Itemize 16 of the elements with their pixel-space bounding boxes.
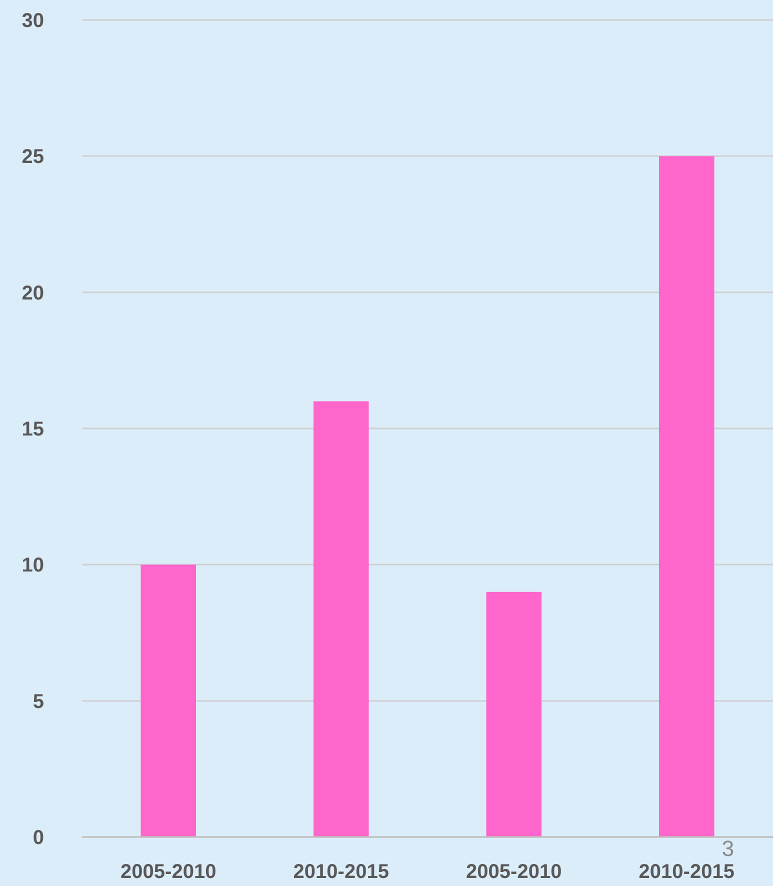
y-tick-label: 10 — [22, 554, 44, 577]
y-tick-label: 25 — [22, 146, 44, 168]
bar — [486, 592, 542, 837]
y-tick-label: 0 — [32, 827, 44, 849]
y-tick-label: 20 — [22, 282, 44, 304]
x-tick-label: 2005-2010 — [466, 861, 562, 883]
x-tick-label: 2010-2015 — [293, 861, 389, 883]
y-tick-label: 15 — [22, 418, 44, 440]
y-tick-label: 30 — [22, 10, 44, 32]
annotation: 3 — [722, 836, 734, 861]
x-tick-label: 2010-2015 — [638, 861, 734, 883]
y-tick-label: 5 — [32, 690, 44, 713]
bar — [140, 564, 196, 837]
bar — [313, 401, 369, 837]
x-tick-label: 2005-2010 — [120, 861, 216, 883]
bar — [658, 156, 714, 837]
